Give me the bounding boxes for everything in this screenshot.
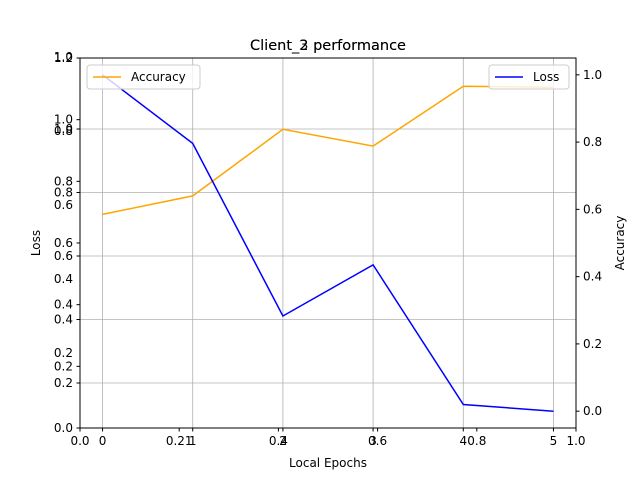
legend-loss-label: Loss [533,70,559,84]
left-tick-label-a: 0.8 [54,174,73,188]
series-lines [102,74,554,412]
left-tick-label-b: 0.4 [54,313,73,327]
ghost-x-tick-label: 1.0 [566,434,585,448]
right-tick-label: 0.4 [583,270,602,284]
right-axis-ticks: 0.0 0.2 0.4 0.6 0.8 1.0 [576,68,602,418]
ghost-left-tick-label: 0.2 [54,346,73,360]
right-axis-label: Accuracy [613,216,627,271]
series-line-loss [102,74,554,412]
chart-title: Client_2 performance [250,38,406,54]
x-tick-label: 5 [550,434,558,448]
ghost-left-tick-label: 0.4 [54,272,73,286]
right-tick-label: 0.6 [583,202,602,216]
x-tick-label: 3 [369,434,377,448]
left-tick-label-b: 0.8 [54,186,73,200]
ghost-x-tick-label: 0.6 [368,434,387,448]
x-tick-label: 2 [279,434,287,448]
left-tick-label-a: 0.6 [54,236,73,250]
x-tick-label: 4 [459,434,467,448]
left-axis-label: Loss [29,230,43,256]
x-tick-label: 1 [189,434,197,448]
ghost-x-tick-label: 0.8 [467,434,486,448]
left-axis-ticks: 0.00.20.40.60.81.01.20.20.40.60.81.00.20… [54,50,80,435]
x-axis-label: Local Epochs [289,456,367,470]
legend-loss-box [488,64,570,90]
x-tick-label: 0 [99,434,107,448]
right-tick-label: 1.0 [583,68,602,82]
legend-accuracy-box [86,64,201,90]
left-tick-label-a: 0.0 [54,421,73,435]
legend-accuracy: Accuracy [86,64,201,90]
gridlines [80,58,576,428]
ghost-x-tick-label: 0.4 [269,434,288,448]
ghost-left-tick-label: 1.0 [54,50,73,64]
left-tick-label-a: 1.0 [54,113,73,127]
series-line-accuracy [102,85,554,216]
right-tick-label: 0.0 [583,404,602,418]
ghost-left-tick-label: 0.8 [54,124,73,138]
legend-loss: Loss [488,64,570,90]
x-axis-ticks: 0 1 2 3 4 5 0.0 0.21 0.4 0.6 0.8 1.0 [70,428,586,448]
left-tick-label-b: 0.2 [54,376,73,390]
left-tick-label-b: 0.6 [54,249,73,263]
legend-accuracy-label: Accuracy [131,70,186,84]
ghost-left-tick-label: 0.6 [54,198,73,212]
right-tick-label: 0.2 [583,337,602,351]
left-tick-label-a: 0.2 [54,359,73,373]
left-tick-label-a: 0.4 [54,298,73,312]
ghost-x-tick-label: 0.0 [70,434,89,448]
ghost-chart-title: Client_3 performance [250,38,406,54]
right-tick-label: 0.8 [583,135,602,149]
left-tick-label-b: 1.0 [54,122,73,136]
left-tick-label-a: 1.2 [54,51,73,65]
ghost-x-tick-label: 0.21 [166,434,193,448]
